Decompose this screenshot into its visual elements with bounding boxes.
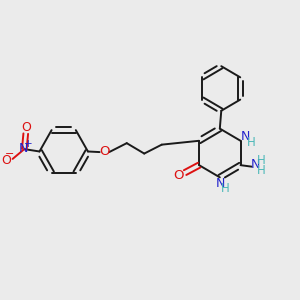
Text: −: − [5, 148, 14, 159]
Text: +: + [23, 139, 32, 149]
Text: H: H [256, 164, 265, 177]
Text: O: O [99, 145, 110, 158]
Text: O: O [174, 169, 184, 182]
Text: H: H [221, 182, 230, 195]
Text: O: O [21, 121, 31, 134]
Text: N: N [216, 177, 225, 190]
Text: N: N [250, 158, 260, 171]
Text: H: H [246, 136, 255, 149]
Text: N: N [241, 130, 250, 143]
Text: H: H [256, 154, 265, 166]
Text: N: N [18, 142, 28, 155]
Text: O: O [1, 154, 11, 167]
